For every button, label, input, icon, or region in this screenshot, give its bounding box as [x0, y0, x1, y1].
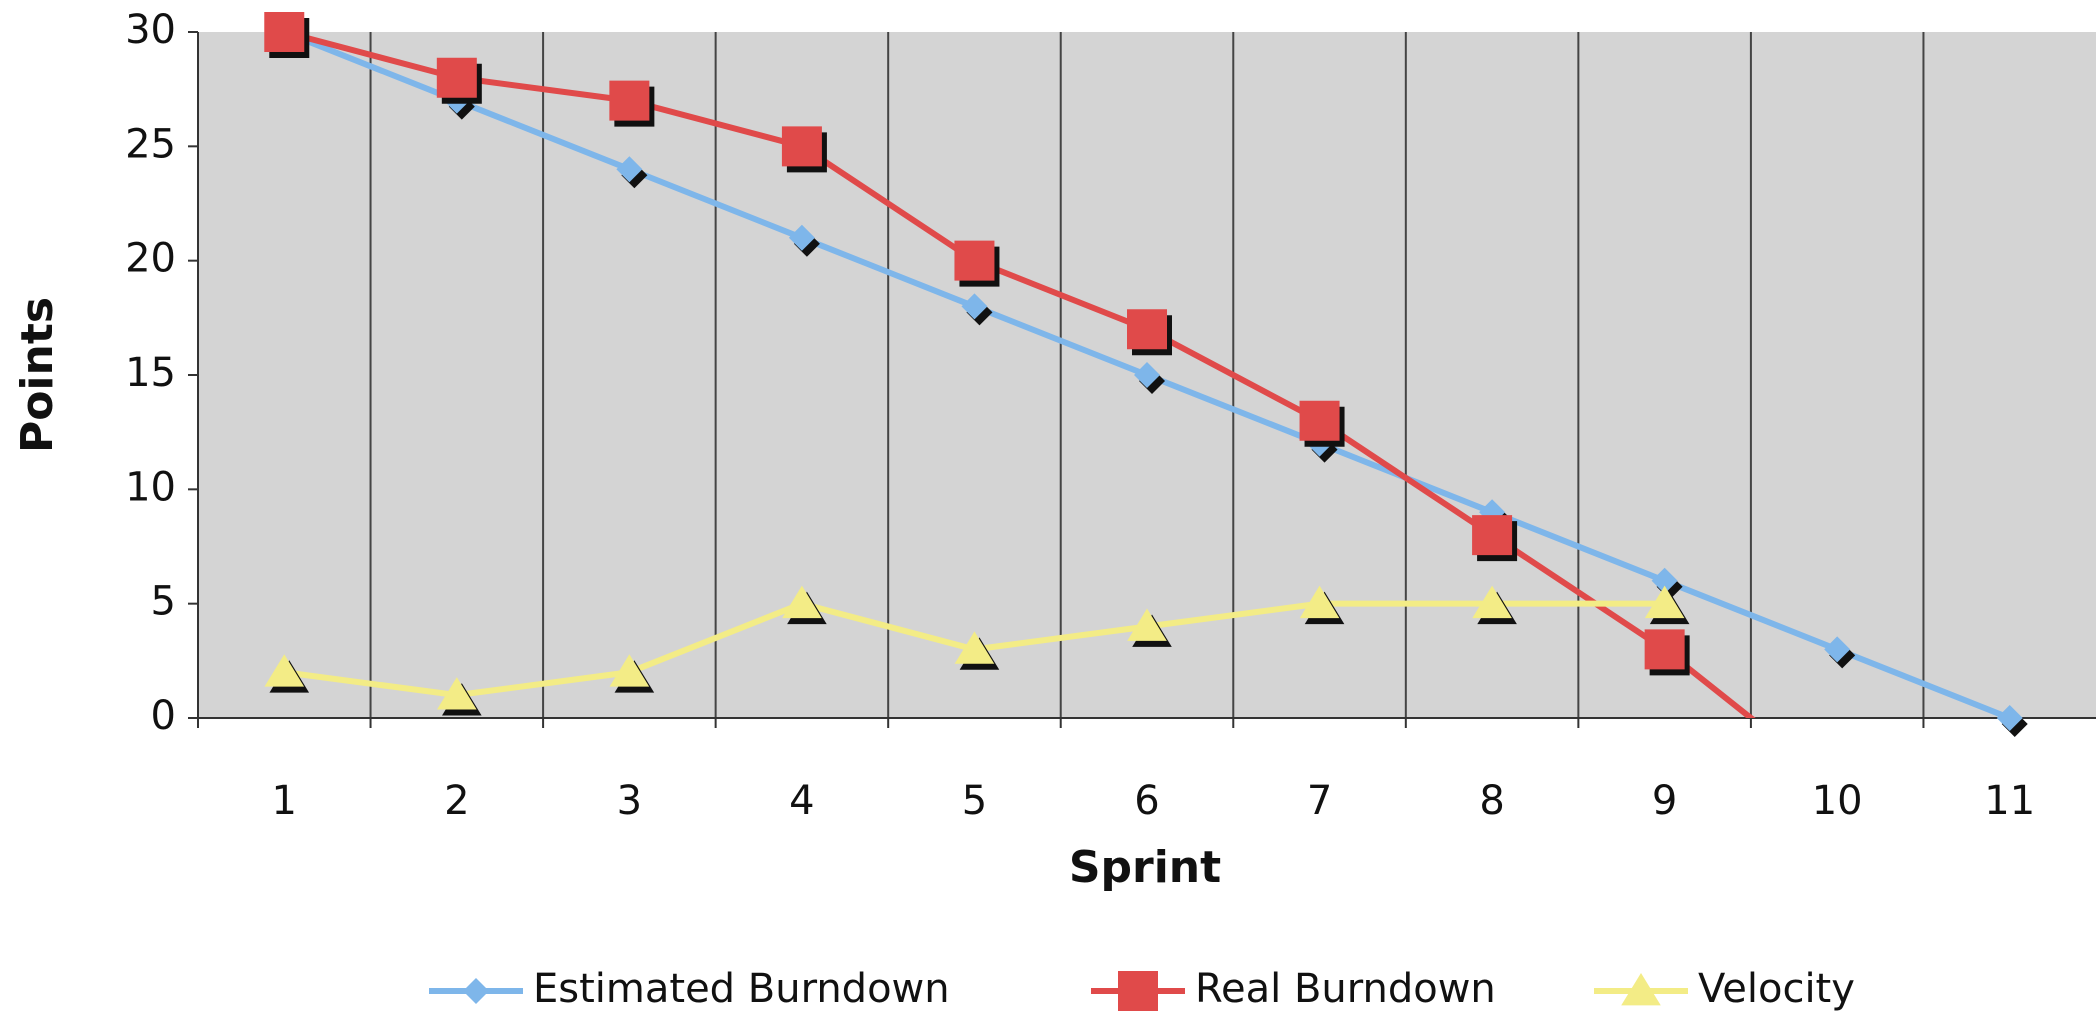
marker	[1127, 309, 1167, 350]
legend-label: Estimated Burndown	[533, 966, 950, 1012]
series-line	[283, 32, 1756, 718]
x-tick-label: 3	[617, 778, 642, 824]
legend-marker	[1118, 971, 1158, 1011]
marker	[961, 293, 988, 320]
marker	[1644, 629, 1685, 670]
y-tick-label: 20	[125, 236, 176, 282]
marker	[1644, 585, 1685, 619]
x-axis-title: Sprint	[1069, 842, 1221, 893]
marker	[1134, 362, 1160, 388]
marker	[781, 126, 822, 167]
marker	[1472, 585, 1512, 619]
x-tick-label: 2	[444, 778, 469, 824]
y-tick-label: 25	[125, 121, 176, 167]
x-tick-label: 4	[789, 778, 814, 824]
legend-marker	[1621, 973, 1661, 1006]
marker	[437, 677, 477, 710]
x-tick-label: 8	[1479, 778, 1504, 824]
y-tick-label: 30	[125, 7, 176, 53]
marker	[436, 57, 477, 98]
marker	[264, 654, 305, 687]
marker	[1299, 585, 1340, 619]
marker	[1472, 515, 1513, 556]
marker	[616, 156, 643, 183]
marker	[264, 12, 305, 52]
marker	[954, 240, 995, 281]
marker	[1127, 608, 1167, 641]
marker	[609, 654, 650, 687]
x-tick-label: 10	[1812, 778, 1863, 824]
y-tick-label: 5	[151, 579, 176, 625]
marker	[782, 585, 822, 619]
x-tick-label: 6	[1134, 778, 1159, 824]
legend-marker	[463, 978, 489, 1004]
x-tick-label: 1	[272, 778, 297, 824]
marker	[788, 224, 815, 251]
marker	[1651, 567, 1678, 594]
y-tick-label: 10	[125, 464, 176, 510]
x-tick-label: 9	[1652, 778, 1677, 824]
y-axis-title: Points	[12, 297, 63, 453]
x-tick-label: 11	[1984, 778, 2035, 824]
marker	[1299, 400, 1340, 441]
legend-label: Real Burndown	[1195, 966, 1496, 1012]
marker	[954, 631, 995, 664]
marker	[1824, 636, 1851, 663]
marker	[1996, 705, 2023, 731]
x-tick-label: 7	[1307, 778, 1332, 824]
marker	[609, 80, 650, 121]
y-tick-label: 15	[125, 350, 176, 396]
legend-label: Velocity	[1698, 966, 1855, 1012]
y-tick-label: 0	[151, 693, 176, 739]
x-tick-label: 5	[962, 778, 987, 824]
